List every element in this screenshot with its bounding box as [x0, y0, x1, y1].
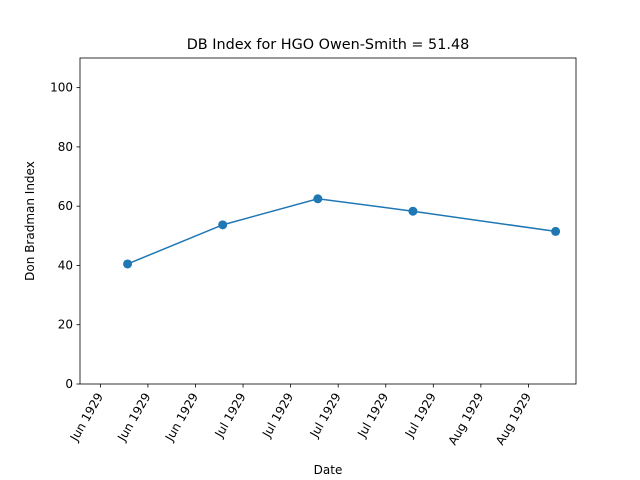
y-tick-label: 40: [58, 258, 73, 272]
x-tick-label: Jul 1929: [307, 391, 344, 441]
chart-title: DB Index for HGO Owen-Smith = 51.48: [187, 37, 470, 53]
y-tick-label: 20: [58, 318, 73, 332]
x-axis: Jun 1929 Jun 1929 Jun 1929 Jul 1929 Jul 1929…: [67, 384, 534, 448]
x-tick-label: Jul 1929: [212, 391, 249, 441]
data-point: [218, 220, 228, 230]
x-tick-label: Jul 1929: [354, 391, 391, 441]
y-axis-label: Don Bradman Index: [23, 161, 37, 281]
x-tick-label: Aug 1929: [445, 391, 486, 448]
x-tick-label: Jun 1929: [162, 391, 201, 445]
plot-frame: [79, 57, 577, 385]
data-point: [313, 194, 323, 204]
x-tick-label: Jun 1929: [67, 391, 106, 445]
data-point: [551, 226, 561, 236]
x-tick-label: Jul 1929: [259, 391, 296, 441]
y-tick-label: 0: [65, 377, 73, 391]
series-line: [127, 198, 556, 265]
data-point: [408, 206, 418, 216]
data-point: [123, 259, 133, 269]
x-tick-label: Jun 1929: [114, 391, 153, 445]
x-tick-label: Jul 1929: [402, 391, 439, 441]
y-tick-label: 80: [58, 140, 73, 154]
plot-area: [79, 57, 577, 385]
y-tick-label: 100: [50, 81, 73, 95]
series-layer: [123, 194, 561, 269]
y-axis: 0 20 40 60 80 100: [50, 81, 80, 391]
x-axis-label: Date: [314, 463, 343, 477]
x-tick-label: Aug 1929: [493, 391, 534, 448]
y-tick-label: 60: [58, 199, 73, 213]
